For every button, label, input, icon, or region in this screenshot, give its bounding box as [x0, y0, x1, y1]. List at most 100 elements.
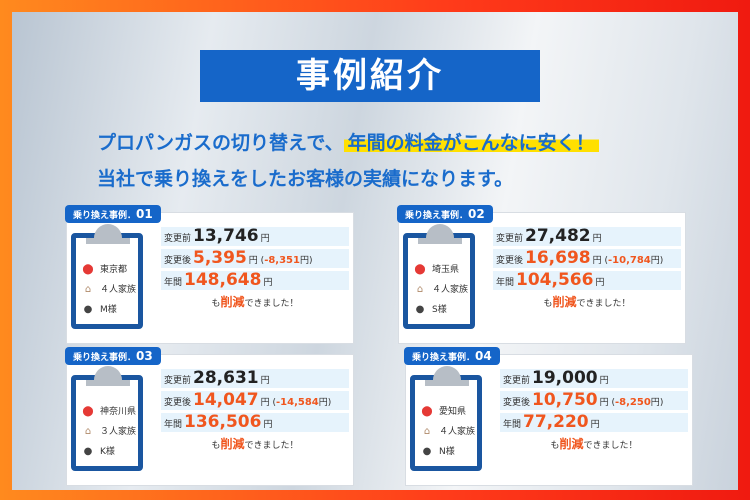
footer-pre: も: [211, 441, 221, 451]
footer-pre: も: [211, 299, 221, 309]
annual-label: 年間: [164, 278, 183, 288]
case-number: 04: [475, 349, 492, 363]
yen-unit: 円: [650, 398, 660, 408]
yen-unit: 円: [650, 256, 660, 266]
after-value: 10,750: [532, 390, 598, 410]
subtitle-highlight: 年間の料金がこんなに安く！: [343, 132, 599, 154]
after-label: 変更後: [164, 256, 192, 266]
after-value: 5,395: [193, 248, 247, 268]
annual-value: 148,648: [184, 270, 262, 290]
annual-value: 77,220: [523, 412, 589, 432]
before-value: 13,746: [193, 226, 259, 246]
footer-pre: も: [550, 441, 560, 451]
case-number: 01: [136, 207, 153, 221]
customer-name: ● K様: [82, 444, 115, 457]
name-text: M様: [100, 305, 117, 315]
name-text: K様: [100, 447, 115, 457]
after-row: 変更後 14,047 円 (-14,584 円): [161, 391, 349, 410]
case-card: 乗り換え事例．02 ⬤ 埼玉県 ⌂ ４人家族 ● S様 変更前 27,482 円 変更後 1…: [397, 205, 686, 344]
house-icon: ⌂: [84, 284, 92, 295]
footer-highlight: 削減: [552, 295, 577, 309]
family-text: ４人家族: [100, 285, 137, 295]
customer-name: ● S様: [414, 302, 447, 315]
annual-row: 年間 104,566 円: [493, 271, 681, 290]
yen-unit: 円: [299, 256, 309, 266]
case-card: 乗り換え事例．01 ⬤ 東京都 ⌂ ４人家族 ● M様 変更前 13,746 円 変更後 5…: [65, 205, 354, 344]
clipboard-icon: ⬤ 東京都 ⌂ ４人家族 ● M様: [71, 224, 143, 329]
after-row: 変更後 5,395 円 (-8,351 円): [161, 249, 349, 268]
location-pin-icon: ⬤: [414, 264, 426, 275]
location-pin-icon: ⬤: [421, 406, 433, 417]
subtitle-line-2: 当社で乗り換えをしたお客様の実績になります。: [97, 168, 514, 190]
savings-message: も削減できました！: [500, 435, 688, 452]
case-tag-label: 乗り換え事例．: [73, 353, 137, 363]
before-label: 変更前: [164, 234, 192, 244]
yen-unit: 円: [592, 256, 602, 266]
case-tag-label: 乗り換え事例．: [405, 211, 469, 221]
yen-unit: 円: [263, 420, 273, 430]
annual-row: 年間 136,506 円: [161, 413, 349, 432]
annual-label: 年間: [496, 278, 515, 288]
difference-value: -8,250: [615, 397, 651, 408]
customer-name: ● M様: [82, 302, 117, 315]
person-icon: ●: [83, 304, 93, 315]
footer-highlight: 削減: [559, 437, 584, 451]
case-card: 乗り換え事例．03 ⬤ 神奈川県 ⌂ ３人家族 ● K様 変更前 28,631 円 変更後…: [65, 347, 354, 486]
subtitle-line-1: プロパンガスの切り替えで、 年間の料金がこんなに安く！: [97, 128, 599, 155]
case-number: 02: [468, 207, 485, 221]
yen-unit: 円: [248, 256, 258, 266]
yen-unit: 円: [595, 278, 605, 288]
before-row: 変更前 28,631 円: [161, 369, 349, 388]
subtitle-prefix: プロパンガスの切り替えで、: [97, 132, 344, 154]
annual-row: 年間 77,220 円: [500, 413, 688, 432]
customer-prefecture: ⬤ 愛知県: [421, 404, 466, 417]
footer-highlight: 削減: [220, 437, 245, 451]
house-icon: ⌂: [416, 284, 424, 295]
person-icon: ●: [422, 446, 432, 457]
yen-unit: 円: [590, 420, 600, 430]
customer-prefecture: ⬤ 東京都: [82, 262, 127, 275]
name-text: S様: [432, 305, 447, 315]
clipboard-icon: ⬤ 埼玉県 ⌂ ４人家族 ● S様: [403, 224, 475, 329]
customer-prefecture: ⬤ 埼玉県: [414, 262, 459, 275]
customer-name: ● N様: [421, 444, 455, 457]
footer-post: できました！: [576, 299, 631, 309]
footer-post: できました！: [583, 441, 638, 451]
difference-value: -8,351: [264, 255, 300, 266]
prefecture-text: 東京都: [100, 265, 128, 275]
before-row: 変更前 19,000 円: [500, 369, 688, 388]
savings-message: も削減できました！: [493, 293, 681, 310]
before-value: 19,000: [532, 368, 598, 388]
location-pin-icon: ⬤: [82, 264, 94, 275]
yen-unit: 円: [263, 278, 273, 288]
family-text: ４人家族: [432, 285, 469, 295]
customer-family: ⌂ ４人家族: [82, 282, 136, 295]
customer-prefecture: ⬤ 神奈川県: [82, 404, 136, 417]
after-value: 14,047: [193, 390, 259, 410]
clipboard-icon: ⬤ 愛知県 ⌂ ４人家族 ● N様: [410, 366, 482, 471]
before-row: 変更前 27,482 円: [493, 227, 681, 246]
house-icon: ⌂: [84, 426, 92, 437]
prefecture-text: 愛知県: [439, 407, 467, 417]
yen-unit: 円: [260, 398, 270, 408]
person-icon: ●: [83, 446, 93, 457]
customer-family: ⌂ ４人家族: [421, 424, 475, 437]
savings-message: も削減できました！: [161, 435, 349, 452]
footer-post: できました！: [244, 441, 299, 451]
difference-value: -14,584: [276, 397, 319, 408]
yen-unit: 円: [318, 398, 328, 408]
after-row: 変更後 16,698 円 (-10,784 円): [493, 249, 681, 268]
page-title: 事例紹介: [200, 50, 540, 102]
family-text: ３人家族: [100, 427, 137, 437]
before-value: 27,482: [525, 226, 591, 246]
yen-unit: 円: [260, 234, 270, 244]
case-tag-label: 乗り換え事例．: [73, 211, 137, 221]
annual-value: 136,506: [184, 412, 262, 432]
annual-label: 年間: [503, 420, 522, 430]
customer-family: ⌂ ３人家族: [82, 424, 136, 437]
customer-family: ⌂ ４人家族: [414, 282, 468, 295]
after-label: 変更後: [496, 256, 524, 266]
difference-value: -10,784: [608, 255, 651, 266]
case-tag: 乗り換え事例．04: [404, 347, 500, 365]
footer-highlight: 削減: [220, 295, 245, 309]
